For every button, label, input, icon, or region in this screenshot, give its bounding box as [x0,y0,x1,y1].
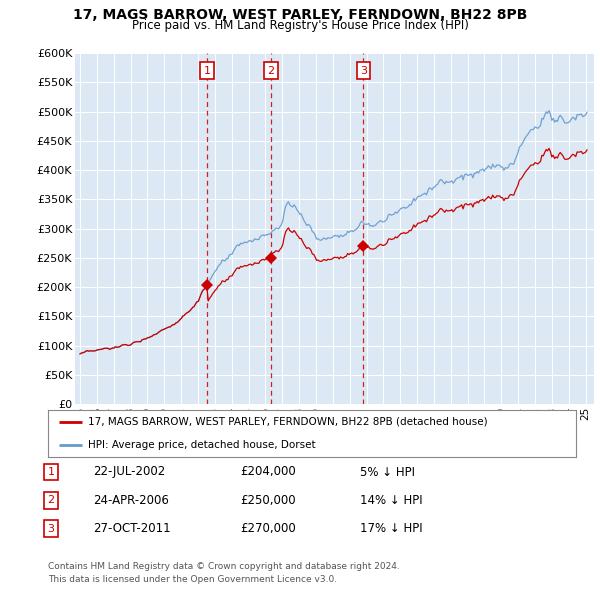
Text: 17, MAGS BARROW, WEST PARLEY, FERNDOWN, BH22 8PB: 17, MAGS BARROW, WEST PARLEY, FERNDOWN, … [73,8,527,22]
Text: HPI: Average price, detached house, Dorset: HPI: Average price, detached house, Dors… [88,441,315,450]
Text: 17, MAGS BARROW, WEST PARLEY, FERNDOWN, BH22 8PB (detached house): 17, MAGS BARROW, WEST PARLEY, FERNDOWN, … [88,417,487,427]
Text: 24-APR-2006: 24-APR-2006 [93,494,169,507]
Text: 2: 2 [47,496,55,505]
Text: Price paid vs. HM Land Registry's House Price Index (HPI): Price paid vs. HM Land Registry's House … [131,19,469,32]
Text: 3: 3 [360,65,367,76]
Text: 2: 2 [267,65,274,76]
Text: 17% ↓ HPI: 17% ↓ HPI [360,522,422,535]
Text: This data is licensed under the Open Government Licence v3.0.: This data is licensed under the Open Gov… [48,575,337,584]
Text: £250,000: £250,000 [240,494,296,507]
Text: £204,000: £204,000 [240,466,296,478]
Text: Contains HM Land Registry data © Crown copyright and database right 2024.: Contains HM Land Registry data © Crown c… [48,562,400,571]
Text: 14% ↓ HPI: 14% ↓ HPI [360,494,422,507]
Text: £270,000: £270,000 [240,522,296,535]
Text: 3: 3 [47,524,55,533]
Text: 22-JUL-2002: 22-JUL-2002 [93,466,165,478]
Text: 27-OCT-2011: 27-OCT-2011 [93,522,170,535]
Text: 1: 1 [47,467,55,477]
Text: 1: 1 [204,65,211,76]
Text: 5% ↓ HPI: 5% ↓ HPI [360,466,415,478]
